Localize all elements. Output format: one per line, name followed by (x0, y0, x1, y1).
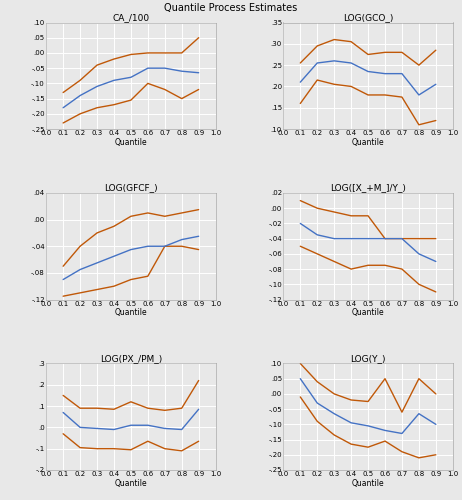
Title: LOG([X_+M_]/Y_): LOG([X_+M_]/Y_) (330, 183, 406, 192)
Text: Quantile Process Estimates: Quantile Process Estimates (164, 2, 298, 12)
X-axis label: Quantile: Quantile (352, 479, 384, 488)
Title: LOG(PX_/PM_): LOG(PX_/PM_) (100, 354, 162, 362)
Title: LOG(Y_): LOG(Y_) (350, 354, 386, 362)
X-axis label: Quantile: Quantile (115, 479, 147, 488)
X-axis label: Quantile: Quantile (352, 308, 384, 318)
X-axis label: Quantile: Quantile (115, 138, 147, 147)
Title: LOG(GFCF_): LOG(GFCF_) (104, 183, 158, 192)
X-axis label: Quantile: Quantile (115, 308, 147, 318)
Title: CA_/100: CA_/100 (112, 12, 150, 22)
X-axis label: Quantile: Quantile (352, 138, 384, 147)
Title: LOG(GCO_): LOG(GCO_) (343, 12, 393, 22)
